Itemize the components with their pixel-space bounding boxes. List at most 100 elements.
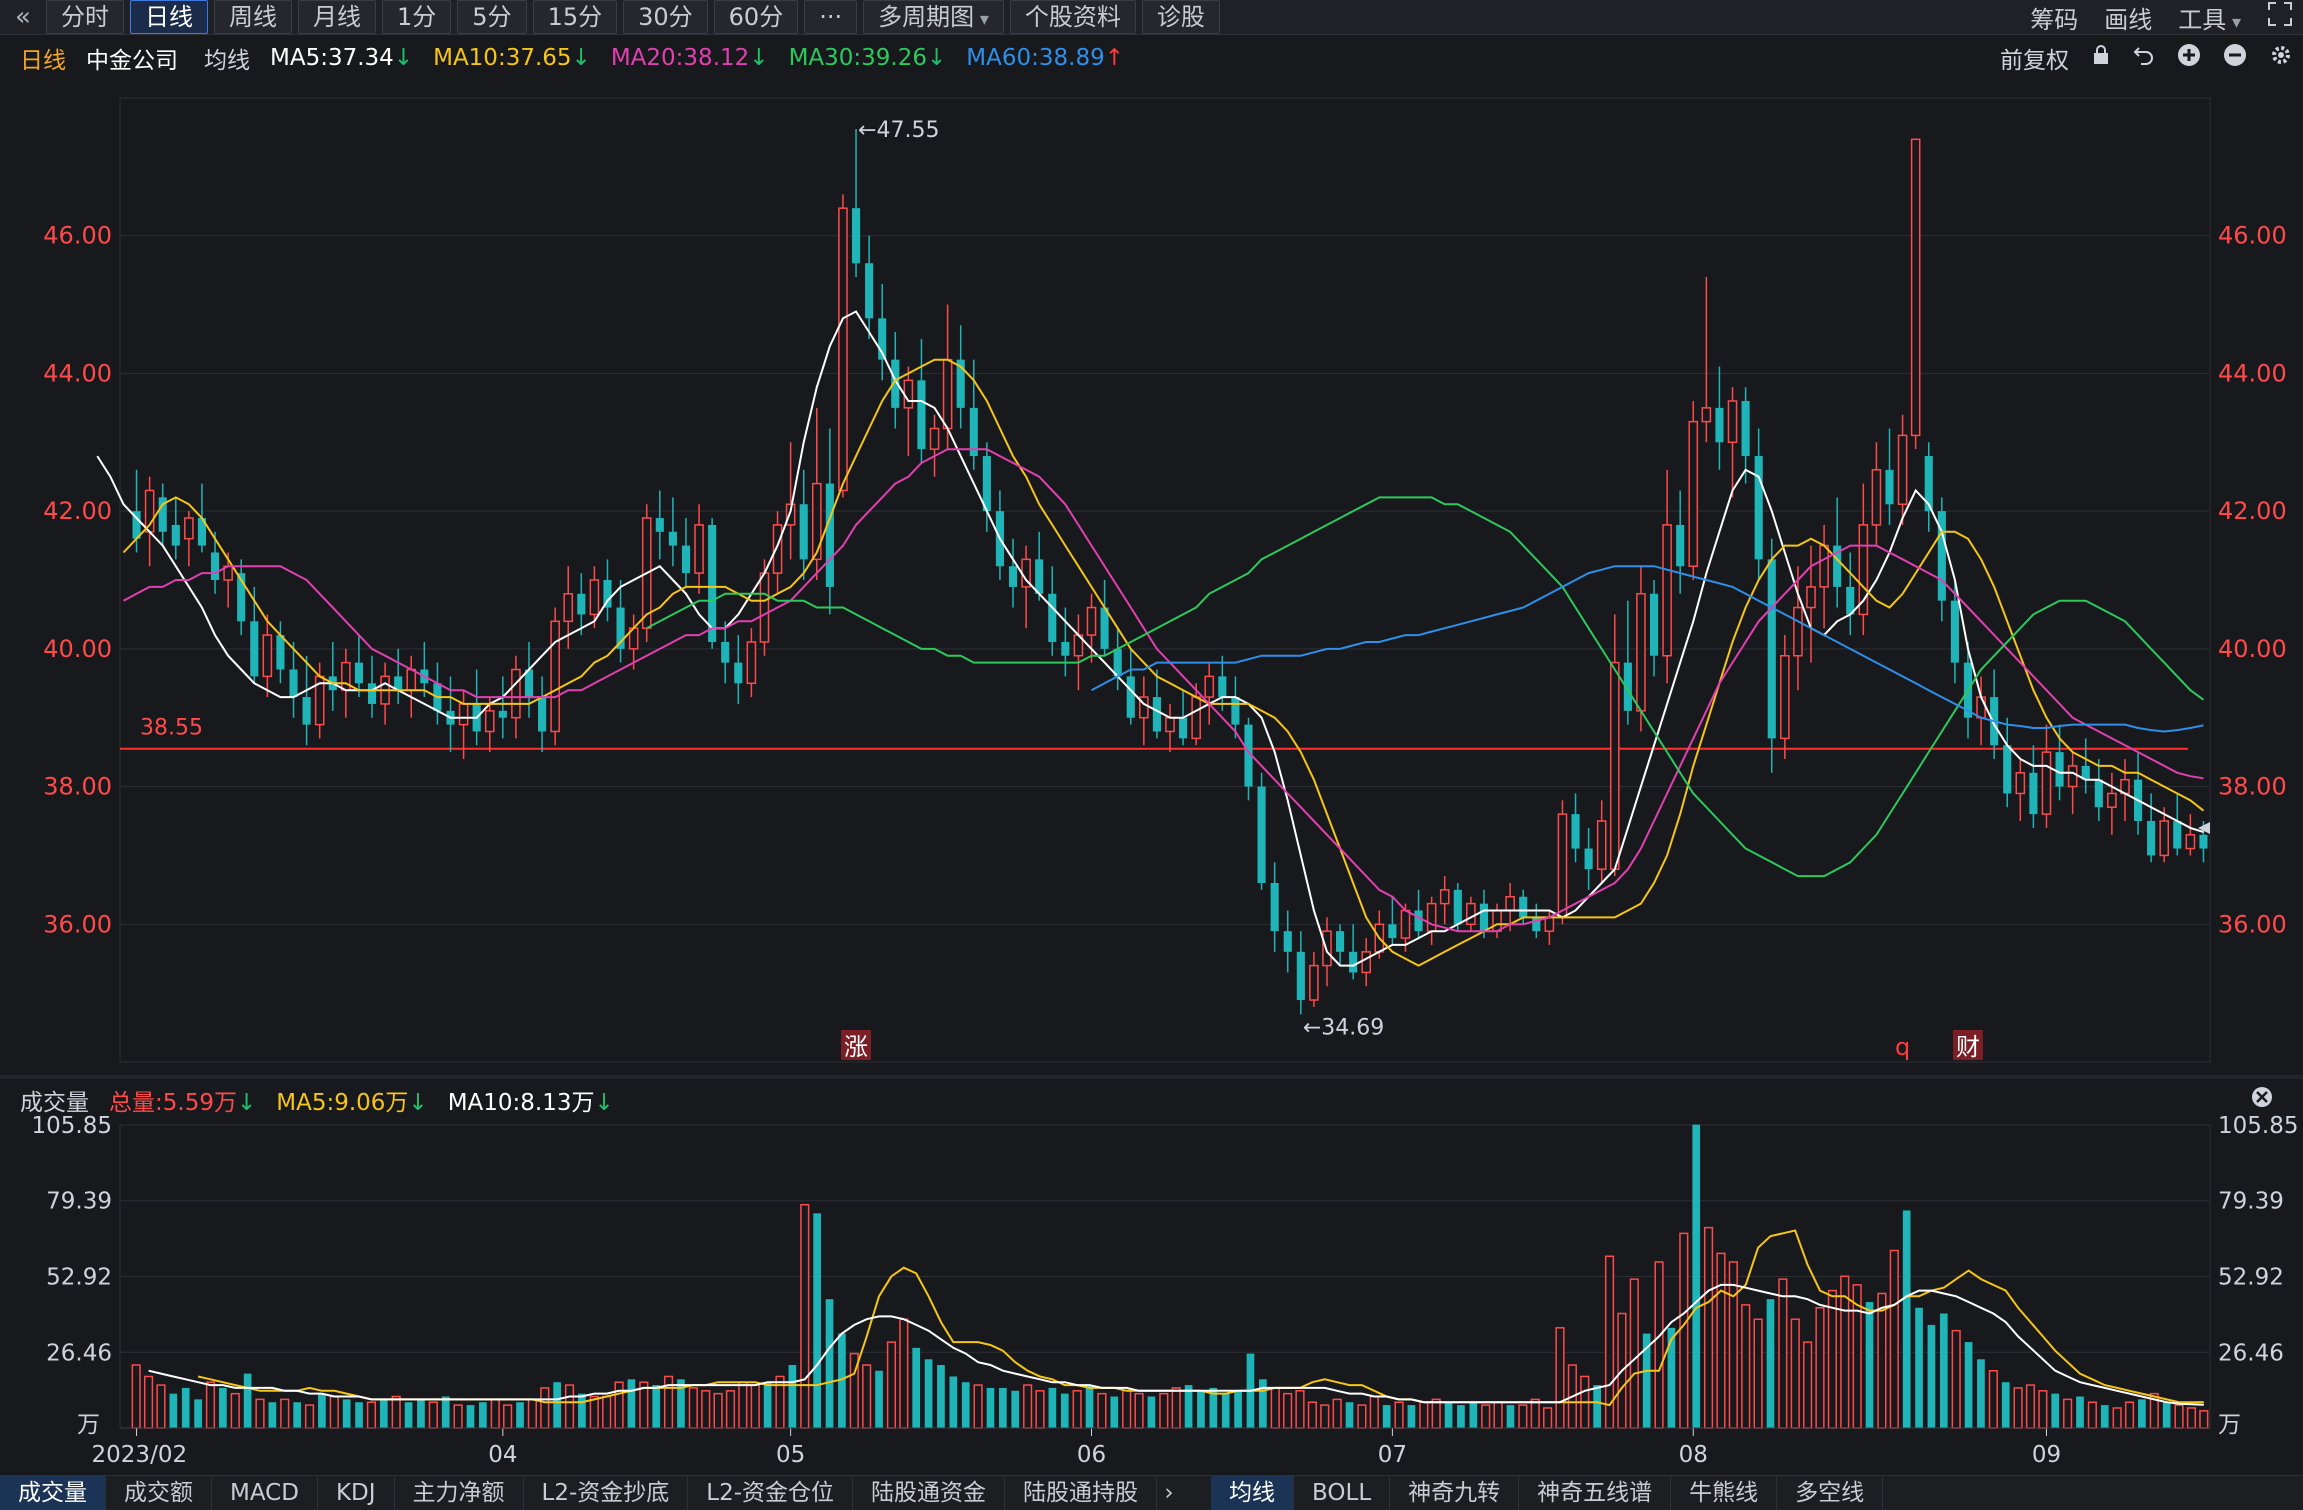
- draw-line-button[interactable]: 画线: [2104, 5, 2153, 34]
- ma-label[interactable]: 均线: [204, 48, 250, 74]
- tab-l2-bottom[interactable]: L2-资金抄底: [524, 1476, 689, 1510]
- tab-stock-info[interactable]: 个股资料: [1009, 0, 1136, 34]
- candle-body: [589, 579, 600, 616]
- chevron-right-icon[interactable]: ›: [1164, 1480, 1174, 1506]
- tab-15min[interactable]: 15分: [532, 0, 618, 34]
- candle-body: [577, 593, 586, 615]
- tab-long-short[interactable]: 多空线: [1777, 1476, 1884, 1510]
- volume-bar: [1889, 1249, 1899, 1429]
- volume-bar: [503, 1404, 513, 1429]
- candle-body: [1676, 524, 1685, 567]
- candle-body: [2147, 821, 2156, 856]
- tab-boll[interactable]: BOLL: [1294, 1476, 1391, 1510]
- tab-monthly[interactable]: 月线: [298, 0, 376, 34]
- chips-button[interactable]: 筹码: [2030, 5, 2079, 34]
- candle: [2015, 759, 2026, 821]
- fullscreen-icon[interactable]: [2267, 1, 2293, 33]
- volume-bar: [2174, 1404, 2184, 1429]
- tab-l2-position[interactable]: L2-资金仓位: [688, 1476, 854, 1510]
- volume-bar: [1197, 1390, 1205, 1428]
- candle-body: [1819, 544, 1829, 588]
- zoom-in-icon[interactable]: [2177, 43, 2201, 73]
- candle-body: [1400, 909, 1411, 939]
- candle-body: [1584, 848, 1593, 870]
- tab-main-net[interactable]: 主力净额: [395, 1476, 524, 1510]
- candle-body: [1218, 676, 1227, 698]
- y-tick-label-left: 44.00: [43, 359, 112, 387]
- candle-body: [1139, 696, 1149, 719]
- zoom-out-icon[interactable]: [2223, 43, 2247, 73]
- tab-volume[interactable]: 成交量: [0, 1476, 106, 1510]
- ma30-value: MA30:39.26↓: [788, 45, 947, 71]
- candle-body: [1806, 586, 1816, 609]
- tab-daily[interactable]: 日线: [130, 0, 208, 34]
- tab-weekly[interactable]: 周线: [214, 0, 292, 34]
- y-tick-label-left: 36.00: [43, 910, 112, 938]
- tab-hk-connect-flow[interactable]: 陆股通资金: [853, 1476, 1006, 1510]
- candle-body: [2055, 752, 2064, 787]
- candle-body: [982, 456, 991, 512]
- tab-kdj[interactable]: KDJ: [318, 1476, 395, 1510]
- undo-icon[interactable]: [2133, 44, 2155, 72]
- tab-1min[interactable]: 1分: [382, 0, 452, 34]
- volume-bar: [379, 1399, 388, 1428]
- tab-magic-nine[interactable]: 神奇九转: [1390, 1476, 1520, 1510]
- tab-turnover[interactable]: 成交额: [106, 1476, 212, 1510]
- candle-body: [2003, 745, 2012, 794]
- candle-body: [1309, 964, 1319, 1001]
- volume-bar: [553, 1382, 561, 1428]
- lock-icon[interactable]: [2091, 44, 2111, 72]
- volume-bar: [417, 1399, 425, 1428]
- close-volume-icon[interactable]: [2251, 1086, 2273, 1114]
- candle-body: [1492, 909, 1502, 932]
- candle-body: [158, 497, 167, 532]
- candle-body: [1557, 813, 1568, 919]
- back-arrow-icon[interactable]: «: [15, 2, 31, 32]
- ma-line-ma10: [122, 358, 2205, 967]
- candle-body: [302, 697, 311, 725]
- tab-hk-connect-hold[interactable]: 陆股通持股: [1005, 1476, 1158, 1510]
- volume-bar: [1394, 1401, 1404, 1429]
- more-periods-button[interactable]: ···: [804, 0, 858, 34]
- candle: [589, 566, 600, 629]
- candle-body: [734, 662, 743, 684]
- y-tick-label-right: 36.00: [2218, 910, 2287, 938]
- tab-magic-five[interactable]: 神奇五线谱: [1519, 1476, 1672, 1510]
- x-tick-label: 07: [1378, 1442, 1407, 1468]
- candle: [1819, 524, 1829, 629]
- tab-5min[interactable]: 5分: [457, 0, 527, 34]
- multi-period-dropdown[interactable]: 多周期图: [863, 0, 1004, 34]
- volume-bar: [205, 1381, 216, 1429]
- up-arrow-icon: ↑: [1104, 45, 1125, 71]
- tab-diagnose[interactable]: 诊股: [1141, 0, 1220, 34]
- candle-body: [2081, 765, 2090, 780]
- ma60-value: MA60:38.89↑: [966, 45, 1125, 71]
- volume-bar: [293, 1402, 301, 1428]
- price-adjust-button[interactable]: 前复权: [2000, 48, 2069, 74]
- x-tick-label: 09: [2032, 1442, 2061, 1468]
- down-arrow-icon: ↓: [749, 45, 769, 71]
- volume-bar: [701, 1390, 711, 1429]
- settings-gear-icon[interactable]: [2269, 43, 2293, 73]
- ma-line-ma60: [1091, 565, 2204, 733]
- kline-chart[interactable]: 46.00 46.00 44.00 44.00 42.00 42.00 40.00 40.00…: [0, 0, 2303, 1475]
- candle: [1439, 876, 1450, 925]
- candle: [498, 676, 507, 739]
- tab-bull-bear[interactable]: 牛熊线: [1671, 1476, 1778, 1510]
- candle: [1086, 593, 1097, 663]
- volume-bar: [1555, 1327, 1565, 1429]
- tools-dropdown[interactable]: 工具: [2178, 0, 2241, 35]
- candle: [1584, 827, 1593, 890]
- volume-bar: [912, 1347, 921, 1428]
- candle: [694, 504, 704, 594]
- tab-intraday[interactable]: 分时: [46, 0, 124, 34]
- volume-bar: [750, 1384, 760, 1429]
- x-tick-label: 06: [1077, 1442, 1106, 1468]
- candle: [1492, 903, 1502, 939]
- candle-body: [367, 683, 377, 704]
- candle-body: [2015, 772, 2026, 795]
- tab-ma[interactable]: 均线: [1211, 1476, 1295, 1510]
- tab-60min[interactable]: 60分: [713, 0, 799, 34]
- tab-macd[interactable]: MACD: [212, 1476, 318, 1510]
- tab-30min[interactable]: 30分: [623, 0, 708, 34]
